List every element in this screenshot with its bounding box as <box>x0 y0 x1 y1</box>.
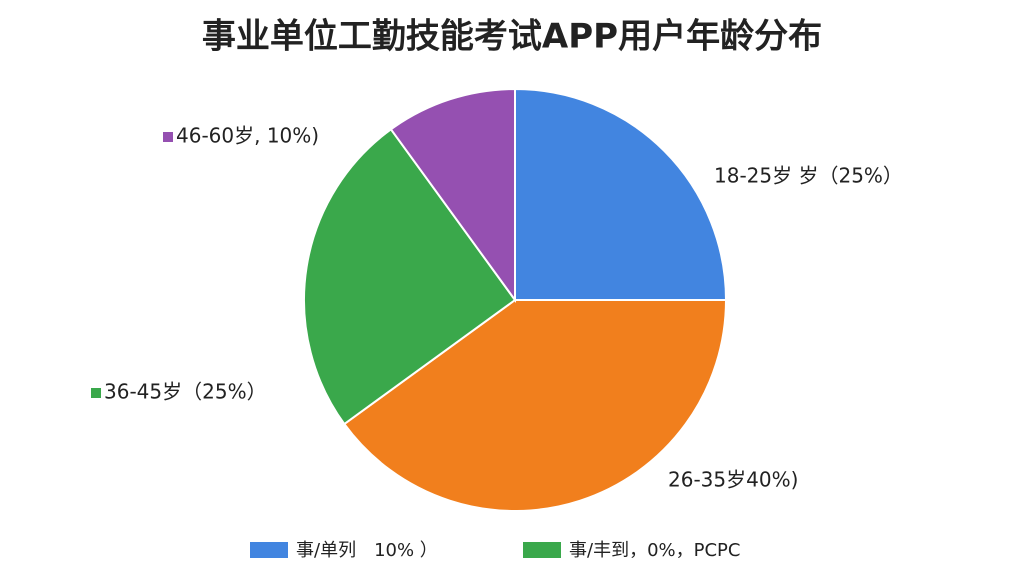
legend-label: 事/丰到，0%，PCPC <box>569 540 740 561</box>
slice-label: 18-25岁 岁（25%） <box>714 164 903 188</box>
pie-slice <box>342 299 728 512</box>
pie-slice <box>389 87 516 304</box>
chart-title: 事业单位工勤技能考试APP用户年龄分布 <box>202 17 822 57</box>
label-marker <box>163 132 173 142</box>
pie-slice <box>514 87 728 301</box>
slice-label: 26-35岁40%) <box>668 468 798 492</box>
label-marker <box>91 388 101 398</box>
slice-label: 46-60岁, 10%) <box>176 124 319 148</box>
slice-label: 36-45岁（25%） <box>104 380 267 404</box>
legend-swatch <box>250 542 288 558</box>
legend-label: 事/单列 10% ） <box>296 540 438 561</box>
legend-swatch <box>523 542 561 558</box>
pie-slice <box>303 127 517 426</box>
